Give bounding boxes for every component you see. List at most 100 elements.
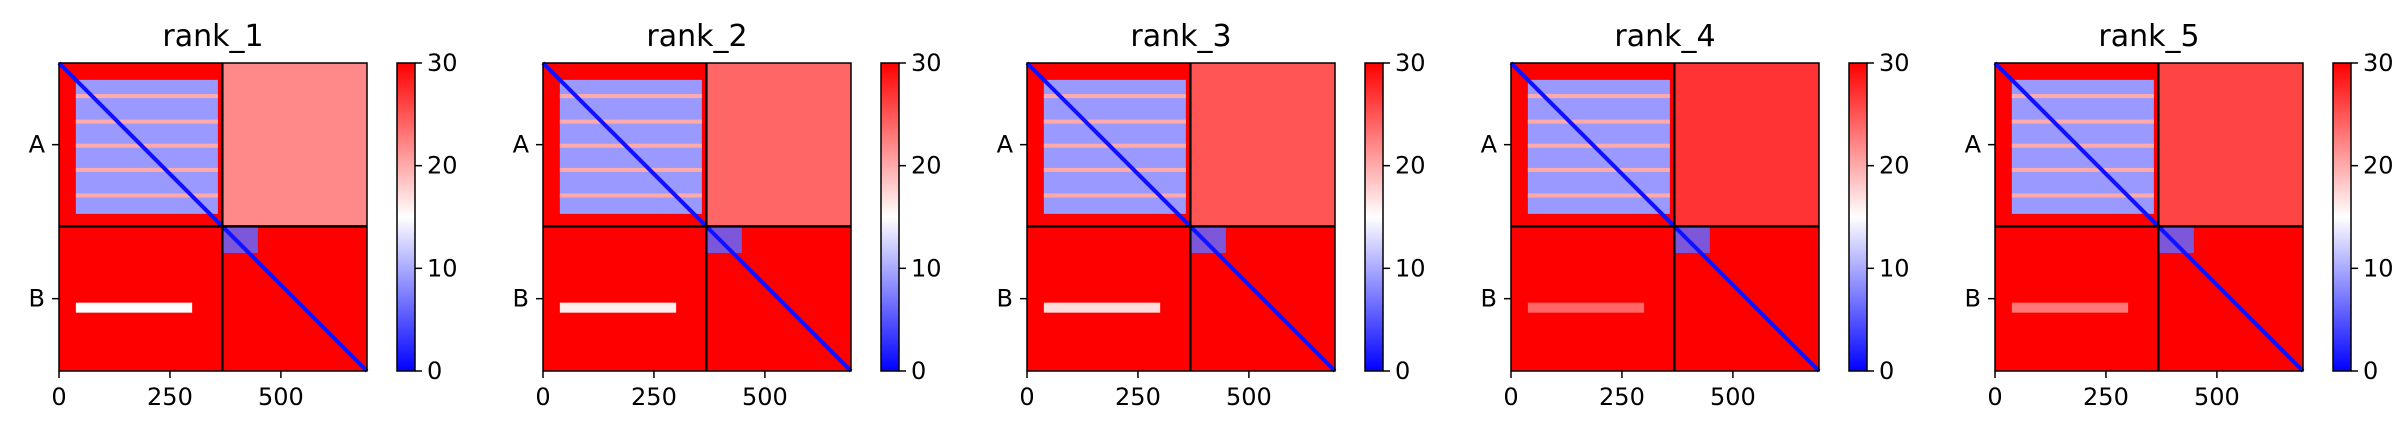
x-tick-label: 250 — [147, 383, 193, 411]
chain-a-stripe-4 — [1527, 167, 1670, 172]
chain-b-vs-a-band — [2011, 302, 2129, 313]
chain-a-stripe-4 — [559, 167, 702, 172]
chain-a-stripe-3 — [559, 143, 702, 148]
chain-a-stripe-5 — [1043, 193, 1186, 198]
panel-3: rank_3 0 250 500 A B 0 10 20 30 — [997, 19, 1426, 411]
chain-a-stripe-5 — [559, 193, 702, 198]
colorbar-tick-label: 0 — [911, 357, 926, 385]
x-tick-label: 500 — [1710, 383, 1756, 411]
chain-a-stripe-2 — [559, 119, 702, 124]
panel-title: rank_4 — [1614, 19, 1715, 54]
colorbar-tick-label: 0 — [427, 357, 442, 385]
heatmap-frame — [1510, 62, 1820, 372]
chain-b-vs-a-band — [75, 302, 193, 313]
chain-a-stripe-5 — [1527, 193, 1670, 198]
colorbar-tick-label: 30 — [911, 49, 942, 77]
y-tick-label-B: B — [997, 285, 1013, 313]
panel-1: rank_1 0 250 500 A B 0 10 20 30 — [29, 19, 458, 411]
x-tick-label: 500 — [1226, 383, 1272, 411]
chain-a-vs-b-region — [222, 63, 367, 227]
colorbar-tick-label: 30 — [427, 49, 458, 77]
colorbar-tick-label: 10 — [1395, 254, 1426, 282]
chain-a-vs-b-region — [1674, 63, 1819, 227]
colorbar-tick-label: 0 — [2363, 357, 2378, 385]
colorbar-tick-label: 30 — [1879, 49, 1910, 77]
colorbar — [2332, 62, 2352, 372]
chain-a-stripe-1 — [559, 94, 702, 99]
colorbar-tick-label: 20 — [2363, 152, 2394, 180]
x-tick-label: 0 — [1987, 383, 2002, 411]
x-tick-label: 0 — [51, 383, 66, 411]
colorbar-tick-label: 20 — [1879, 152, 1910, 180]
colorbar-tick-label: 10 — [2363, 254, 2394, 282]
chain-a-stripe-1 — [75, 94, 218, 99]
chain-a-stripe-3 — [1043, 143, 1186, 148]
chain-a-stripe-5 — [2011, 193, 2154, 198]
x-tick-label: 500 — [2194, 383, 2240, 411]
colorbar-tick-label: 20 — [1395, 152, 1426, 180]
y-tick-label-B: B — [513, 285, 529, 313]
chain-b-vs-a-band — [559, 302, 677, 313]
chain-a-stripe-1 — [1527, 94, 1670, 99]
colorbar-tick-label: 20 — [427, 152, 458, 180]
chain-a-stripe-5 — [75, 193, 218, 198]
heatmap-frame — [1994, 62, 2304, 372]
chain-a-stripe-1 — [1043, 94, 1186, 99]
chain-a-stripe-2 — [75, 119, 218, 124]
chain-a-stripe-4 — [1043, 167, 1186, 172]
chain-b-vs-a-band — [1043, 302, 1161, 313]
panel-title: rank_2 — [646, 19, 747, 54]
y-tick-label-B: B — [1481, 285, 1497, 313]
chain-a-stripe-2 — [2011, 119, 2154, 124]
colorbar — [1364, 62, 1384, 372]
chain-a-stripe-3 — [75, 143, 218, 148]
chain-a-stripe-1 — [2011, 94, 2154, 99]
x-tick-label: 500 — [258, 383, 304, 411]
colorbar-tick-label: 30 — [2363, 49, 2394, 77]
diagonal-line — [1509, 61, 1821, 373]
y-tick-label-A: A — [513, 131, 530, 159]
chain-a-stripe-4 — [2011, 167, 2154, 172]
chain-a-stripe-2 — [1043, 119, 1186, 124]
panel-title: rank_5 — [2098, 19, 2199, 54]
y-tick-label-B: B — [1965, 285, 1981, 313]
colorbar-tick-label: 10 — [427, 254, 458, 282]
y-tick-label-A: A — [997, 131, 1014, 159]
panel-title: rank_3 — [1130, 19, 1231, 54]
chain-a-vs-b-region — [2158, 63, 2303, 227]
panel-2: rank_2 0 250 500 A B 0 10 20 30 — [513, 19, 942, 411]
x-tick-label: 0 — [535, 383, 550, 411]
y-tick-label-A: A — [29, 131, 46, 159]
chain-a-vs-b-region — [1190, 63, 1335, 227]
chain-a-stripe-2 — [1527, 119, 1670, 124]
colorbar — [1848, 62, 1868, 372]
heatmap-frame — [542, 62, 852, 372]
colorbar-tick-label: 10 — [911, 254, 942, 282]
chain-a-stripe-3 — [2011, 143, 2154, 148]
x-tick-label: 250 — [1115, 383, 1161, 411]
colorbar — [396, 62, 416, 372]
colorbar-tick-label: 20 — [911, 152, 942, 180]
panel-4: rank_4 0 250 500 A B 0 10 20 30 — [1481, 19, 1910, 411]
x-tick-label: 250 — [1599, 383, 1645, 411]
x-tick-label: 0 — [1503, 383, 1518, 411]
heatmap-frame — [1026, 62, 1336, 372]
chain-b-vs-a-band — [1527, 302, 1645, 313]
y-tick-label-B: B — [29, 285, 45, 313]
diagonal-line — [1025, 61, 1337, 373]
colorbar-tick-label: 0 — [1395, 357, 1410, 385]
chain-a-stripe-3 — [1527, 143, 1670, 148]
colorbar-tick-label: 10 — [1879, 254, 1910, 282]
colorbar — [880, 62, 900, 372]
x-tick-label: 250 — [2083, 383, 2129, 411]
heatmap-frame — [58, 62, 368, 372]
colorbar-tick-label: 30 — [1395, 49, 1426, 77]
chain-a-vs-b-region — [706, 63, 851, 227]
y-tick-label-A: A — [1965, 131, 1982, 159]
colorbar-tick-label: 0 — [1879, 357, 1894, 385]
diagonal-line — [57, 61, 369, 373]
panel-5: rank_5 0 250 500 A B 0 10 20 30 — [1965, 19, 2394, 411]
y-tick-label-A: A — [1481, 131, 1498, 159]
panel-title: rank_1 — [162, 19, 263, 54]
